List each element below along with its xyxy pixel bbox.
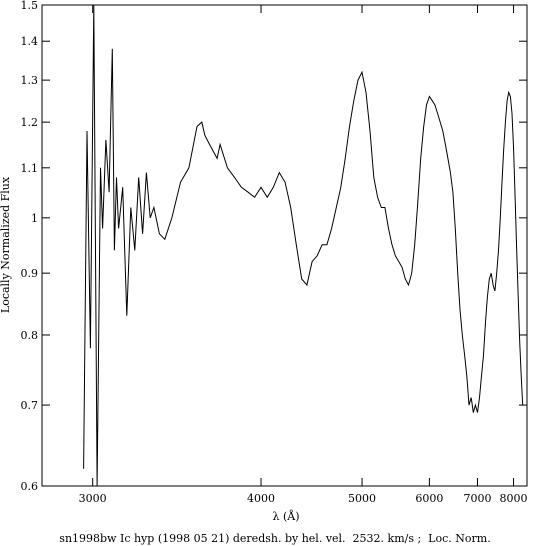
y-tick-label: 1.4	[21, 35, 39, 48]
y-tick-label: 0.6	[21, 480, 39, 493]
chart-caption: sn1998bw Ic hyp (1998 05 21) deredsh. by…	[59, 532, 490, 545]
y-tick-label: 1.3	[21, 74, 39, 87]
y-tick-label: 0.9	[21, 267, 39, 280]
x-tick-label: 4000	[247, 492, 275, 505]
y-tick-label: 0.8	[21, 329, 39, 342]
x-tick-label: 5000	[348, 492, 376, 505]
plot-frame	[41, 4, 528, 487]
x-tick-label: 7000	[463, 492, 491, 505]
x-tick-label: 8000	[500, 492, 528, 505]
y-axis-ticks: 0.6 0.7 0.8 0.9 1 1.1 1.2 1.3 1.4 1.5	[21, 0, 527, 493]
y-tick-label: 1.2	[21, 116, 39, 129]
y-tick-label: 0.7	[21, 399, 39, 412]
x-axis-title: λ (Å)	[273, 509, 300, 523]
y-tick-label: 1	[31, 212, 38, 225]
x-tick-label: 3000	[79, 492, 107, 505]
x-tick-label: 6000	[415, 492, 443, 505]
y-axis-title: Locally Normalized Flux	[0, 176, 12, 313]
x-axis-ticks: 3000 4000 5000 6000 7000 8000	[79, 5, 528, 505]
y-tick-label: 1.1	[21, 162, 39, 175]
spectrum-series-line	[83, 4, 524, 487]
y-tick-label: 1.5	[21, 0, 39, 12]
